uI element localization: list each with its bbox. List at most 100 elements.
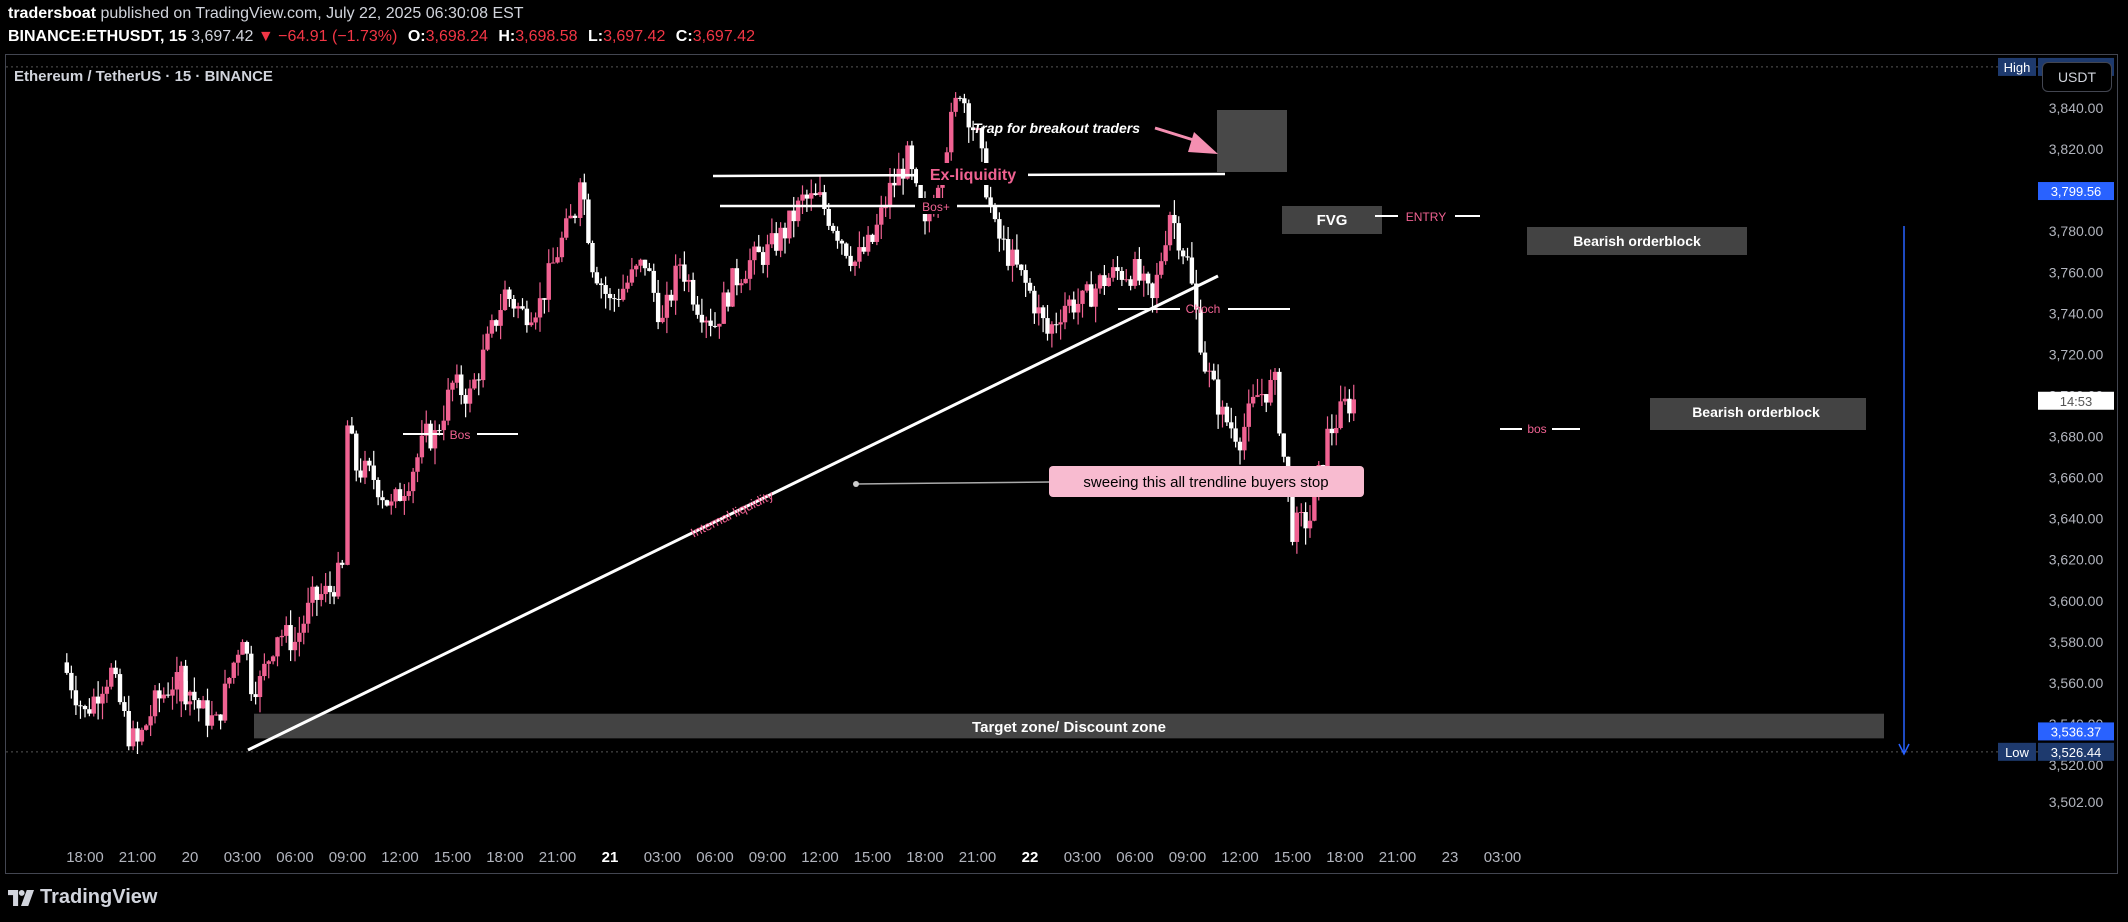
- candle-body: [817, 192, 823, 196]
- candle-body: [402, 496, 407, 501]
- y-tick-label: 3,780.00: [2049, 223, 2104, 239]
- ex-liquidity-bg: [918, 163, 1028, 185]
- candle-body: [288, 625, 293, 651]
- candle-body: [494, 320, 499, 326]
- candle-body: [822, 192, 827, 209]
- level-value-label: 3,799.56: [2051, 184, 2102, 199]
- callout-leader: [855, 481, 1051, 485]
- high-tag-bg: [1998, 57, 2036, 76]
- candle-body: [620, 288, 626, 300]
- x-tick-label: 06:00: [696, 849, 734, 866]
- candle-body: [664, 294, 670, 318]
- trendline: [247, 274, 1219, 752]
- candle-body: [988, 197, 993, 206]
- candle-body: [966, 103, 971, 128]
- candle-body: [314, 586, 320, 600]
- candle-body: [1163, 245, 1168, 262]
- candle-body: [992, 205, 998, 220]
- candle-body: [682, 264, 687, 282]
- candle-body: [612, 298, 617, 300]
- bos-lower-label: bos: [1527, 422, 1546, 436]
- candle-body: [463, 395, 468, 404]
- y-tick-label: 3,740.00: [2049, 305, 2104, 321]
- candle-body: [1329, 428, 1335, 434]
- candle-body: [533, 317, 538, 323]
- candle-body: [1102, 275, 1107, 287]
- candle-body: [454, 374, 460, 383]
- candle-body: [1259, 394, 1265, 396]
- candle-body: [1167, 214, 1173, 246]
- candle-body: [590, 242, 595, 273]
- x-tick-label: 22: [1022, 849, 1039, 866]
- currency-button[interactable]: USDT: [2042, 62, 2112, 92]
- candle-body: [1054, 324, 1059, 326]
- candle-body: [450, 382, 455, 390]
- candle-body: [1080, 290, 1085, 304]
- candle-body: [791, 210, 796, 222]
- candle-body: [1027, 282, 1033, 291]
- last-price: 3,697.42: [191, 28, 254, 45]
- candle-body: [603, 285, 608, 294]
- candle-body: [1093, 288, 1098, 307]
- candle-body: [1334, 427, 1339, 434]
- candle-body: [244, 642, 250, 654]
- candle-body: [1132, 259, 1138, 286]
- candle-body: [179, 665, 184, 702]
- candle-body: [1154, 274, 1160, 299]
- candle-body: [1268, 379, 1273, 403]
- candle-body: [1325, 428, 1330, 469]
- candle-body: [406, 491, 411, 497]
- y-tick-label: 3,560.00: [2049, 675, 2104, 691]
- candle-body: [1019, 264, 1024, 271]
- x-tick-label: 20: [182, 849, 199, 866]
- candle-body: [1001, 238, 1006, 240]
- candle-body: [1159, 261, 1164, 275]
- candle-body: [1185, 256, 1190, 258]
- candle-body: [109, 667, 114, 687]
- target-value-bg: [2038, 722, 2114, 741]
- candle-body: [1128, 279, 1133, 286]
- chart-title: Ethereum / TetherUS · 15 · BINANCE: [14, 68, 273, 85]
- candle-body: [905, 145, 910, 179]
- candle-body: [257, 676, 263, 698]
- candle-body: [445, 389, 451, 421]
- y-tick-label: 3,680.00: [2049, 429, 2104, 445]
- candle-body: [222, 683, 228, 721]
- candle-body: [349, 425, 355, 434]
- candle-body: [459, 374, 464, 396]
- y-tick-label: 3,580.00: [2049, 634, 2104, 650]
- bos-plus-label: Bos+: [922, 200, 950, 214]
- candle-body: [887, 182, 893, 208]
- candle-body: [1307, 520, 1313, 529]
- author-name[interactable]: tradersboat: [8, 5, 97, 22]
- candle-body: [599, 283, 604, 286]
- x-tick-label: 18:00: [66, 849, 104, 866]
- bos-label: Bos: [450, 428, 471, 442]
- candle-body: [1189, 257, 1195, 284]
- candle-body: [266, 661, 271, 664]
- candle-body: [297, 632, 302, 642]
- candle-body: [944, 152, 950, 174]
- countdown-label: 14:53: [2060, 394, 2093, 409]
- x-tick-label: 21:00: [959, 849, 997, 866]
- x-tick-label: 12:00: [801, 849, 839, 866]
- time-axis: 18:00 21:00 20 03:00 06:00 09:00 12:00 15:00 18:…: [66, 849, 1521, 866]
- candle-body: [397, 489, 403, 501]
- candle-body: [787, 210, 792, 239]
- candle-body: [813, 193, 818, 196]
- level-value-bg: [2038, 182, 2114, 201]
- candle-body: [1097, 275, 1103, 289]
- candle-body: [1119, 271, 1125, 280]
- publish-text: published on TradingView.com, July 22, 2…: [100, 5, 524, 22]
- tradingview-logo[interactable]: TradingView: [8, 886, 157, 909]
- fvg-box: [1282, 206, 1382, 234]
- high-tag-label: High: [2004, 60, 2031, 75]
- candle-body: [135, 728, 140, 742]
- candle-body: [655, 292, 661, 323]
- low-value-bg: [2038, 742, 2114, 761]
- candle-body: [485, 333, 490, 350]
- candle-body: [1110, 267, 1116, 278]
- candle-body: [848, 255, 853, 266]
- y-tick-label: 3,820.00: [2049, 141, 2104, 157]
